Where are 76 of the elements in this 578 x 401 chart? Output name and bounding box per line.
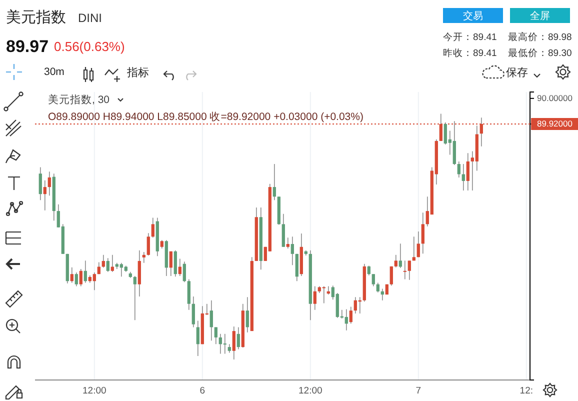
candlestick bbox=[182, 261, 186, 282]
candlestick bbox=[452, 120, 456, 166]
candlestick bbox=[416, 231, 420, 258]
candlestick bbox=[43, 180, 46, 211]
candlestick bbox=[421, 212, 424, 254]
candlestick bbox=[214, 326, 218, 345]
candlestick bbox=[178, 258, 182, 276]
annotation: 美元指数, 30 bbox=[48, 93, 110, 106]
candlestick bbox=[196, 320, 200, 356]
text: 89.97 bbox=[6, 37, 49, 56]
candlestick bbox=[286, 237, 290, 249]
candlestick bbox=[367, 265, 370, 276]
text: 指标 bbox=[126, 67, 149, 79]
candlestick bbox=[223, 334, 226, 354]
candlestick bbox=[398, 243, 402, 268]
text: 保存 bbox=[506, 67, 528, 79]
candlestick bbox=[187, 278, 190, 310]
candlestick bbox=[169, 250, 172, 276]
text: 全屏 bbox=[530, 10, 550, 22]
candlestick bbox=[79, 268, 82, 287]
x-tick-label: 12: bbox=[520, 386, 534, 397]
candlestick bbox=[322, 286, 326, 304]
x-tick-label: 7 bbox=[416, 386, 422, 397]
candlestick bbox=[106, 258, 110, 272]
candlestick bbox=[38, 166, 42, 201]
candlestick bbox=[344, 308, 348, 331]
candlestick bbox=[380, 288, 384, 301]
candlestick bbox=[192, 296, 195, 328]
candlestick bbox=[236, 326, 240, 350]
candlestick bbox=[466, 152, 470, 191]
candlestick bbox=[74, 272, 78, 287]
candlestick bbox=[349, 306, 352, 324]
candlestick bbox=[102, 254, 105, 268]
candlestick bbox=[295, 254, 298, 282]
annotation: O89.89000 H89.94000 L89.85000 收=89.92000 +0.03000 (+0.03%) bbox=[48, 111, 364, 123]
candlestick bbox=[412, 236, 416, 262]
candlestick bbox=[70, 266, 74, 284]
text: 最低价：89.30 bbox=[508, 47, 572, 59]
candlestick bbox=[151, 217, 154, 238]
candlestick bbox=[246, 296, 249, 333]
text: 昨收：89.41 bbox=[443, 47, 497, 59]
candlestick bbox=[403, 260, 406, 280]
x-tick-label: 6 bbox=[200, 386, 206, 397]
candlestick bbox=[457, 161, 460, 178]
candlestick bbox=[138, 250, 141, 297]
candlestick bbox=[210, 300, 213, 342]
candlestick bbox=[142, 252, 146, 264]
candlestick bbox=[462, 164, 465, 191]
candlestick bbox=[146, 232, 150, 256]
candlestick bbox=[232, 326, 236, 360]
y-tick-label: 90.00000 bbox=[537, 93, 573, 104]
candlestick bbox=[48, 171, 51, 196]
candlestick bbox=[390, 266, 393, 286]
y-tick-label: 89.92000 bbox=[537, 118, 573, 129]
text: 今开：89.41 bbox=[443, 31, 497, 43]
candlestick bbox=[272, 164, 276, 201]
text: 0.56(0.63%) bbox=[54, 39, 125, 54]
candlestick bbox=[408, 260, 411, 280]
candlestick bbox=[313, 286, 316, 310]
x-tick-label: 12:00 bbox=[298, 386, 322, 397]
candlestick bbox=[394, 254, 398, 268]
text: 最高价：89.98 bbox=[508, 31, 572, 43]
candlestick bbox=[290, 236, 294, 266]
chart-title: 美元指数 bbox=[6, 9, 66, 26]
candlestick bbox=[84, 260, 87, 284]
x-tick-label: 12:00 bbox=[82, 386, 106, 397]
text: 交易 bbox=[463, 10, 483, 22]
candlestick bbox=[372, 274, 375, 287]
candlestick bbox=[133, 276, 136, 321]
candlestick bbox=[376, 282, 380, 293]
candlestick bbox=[92, 272, 96, 290]
candlestick bbox=[174, 250, 177, 278]
candlestick bbox=[282, 214, 285, 248]
text: 30m bbox=[44, 66, 65, 78]
chart-subtitle: DINI bbox=[78, 11, 102, 25]
candlestick bbox=[110, 254, 114, 272]
